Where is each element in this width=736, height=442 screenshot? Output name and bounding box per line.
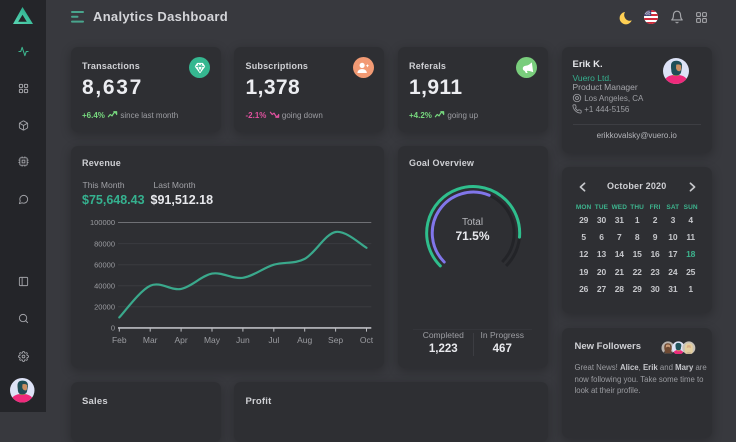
svg-text:0: 0 (110, 324, 114, 333)
svg-text:Aug: Aug (297, 335, 312, 345)
svg-text:May: May (203, 335, 220, 345)
svg-text:20000: 20000 (94, 303, 115, 312)
svg-text:100000: 100000 (89, 218, 114, 227)
svg-text:Feb: Feb (111, 335, 126, 345)
svg-text:Jun: Jun (236, 335, 250, 345)
svg-text:Sep: Sep (328, 335, 343, 345)
svg-text:40000: 40000 (94, 281, 115, 290)
svg-text:Apr: Apr (174, 335, 187, 345)
svg-text:Jul: Jul (268, 335, 279, 345)
svg-text:Mar: Mar (142, 335, 157, 345)
svg-text:Oct: Oct (359, 335, 373, 345)
svg-text:80000: 80000 (94, 239, 115, 248)
svg-text:60000: 60000 (94, 260, 115, 269)
